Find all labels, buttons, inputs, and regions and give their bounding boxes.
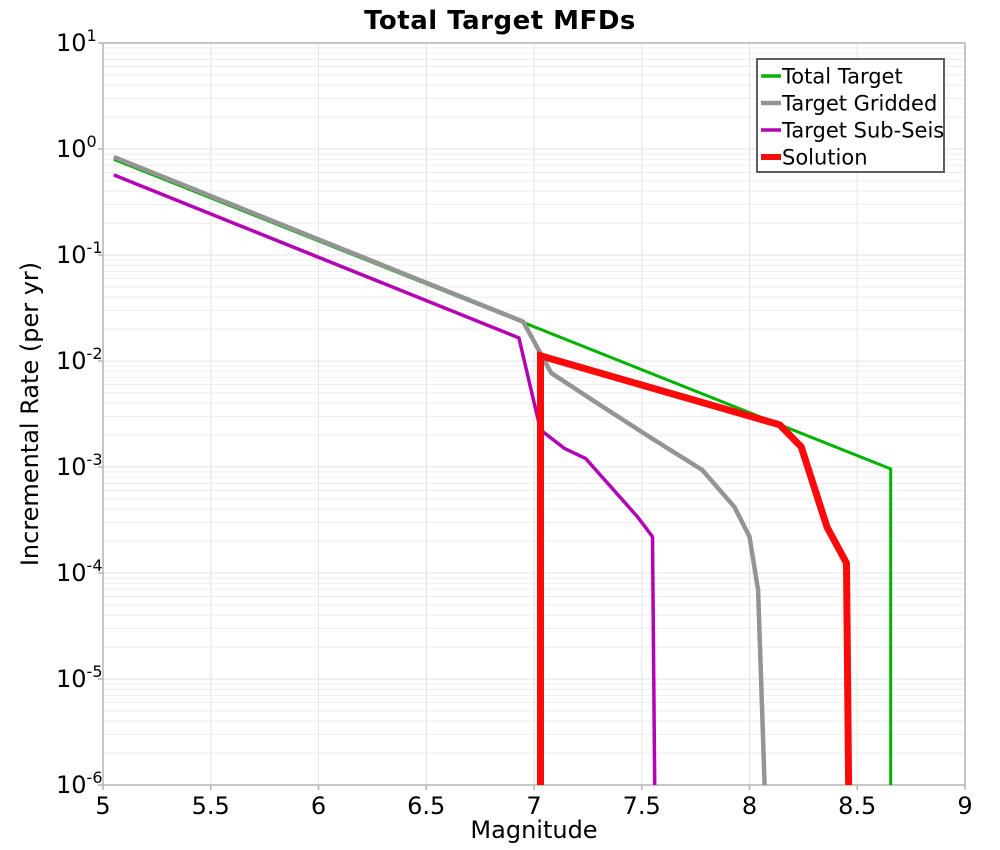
x-tick-label: 6.5 bbox=[407, 792, 445, 820]
x-tick-label: 6 bbox=[311, 792, 326, 820]
y-tick-label: 100 bbox=[56, 132, 97, 163]
series-target-sub-seis bbox=[113, 173, 657, 786]
x-tick-label: 7 bbox=[526, 792, 541, 820]
y-tick-label: 10-1 bbox=[56, 238, 103, 269]
y-tick-label: 10-2 bbox=[56, 344, 103, 375]
x-tick-label: 9 bbox=[957, 792, 972, 820]
y-tick-label: 10-6 bbox=[56, 768, 103, 799]
y-tick-label: 101 bbox=[56, 26, 97, 57]
x-tick-label: 8.5 bbox=[838, 792, 876, 820]
y-tick-label: 10-3 bbox=[56, 450, 103, 481]
x-tick-label: 5 bbox=[95, 792, 110, 820]
x-axis-title: Magnitude bbox=[470, 816, 598, 844]
series-solution bbox=[537, 351, 853, 786]
legend-label: Solution bbox=[782, 146, 868, 170]
legend-label: Target Gridded bbox=[781, 92, 937, 116]
x-tick-label: 8 bbox=[742, 792, 757, 820]
x-tick-label: 5.5 bbox=[192, 792, 230, 820]
legend-label: Target Sub-Seis bbox=[781, 119, 944, 143]
y-tick-label: 10-5 bbox=[56, 662, 103, 693]
legend-label: Total Target bbox=[781, 65, 903, 89]
y-tick-label: 10-4 bbox=[56, 556, 103, 587]
legend-box bbox=[756, 58, 945, 173]
x-tick-label: 7.5 bbox=[623, 792, 661, 820]
chart-title: Total Target MFDs bbox=[364, 6, 636, 36]
series-target-gridded bbox=[112, 154, 767, 786]
